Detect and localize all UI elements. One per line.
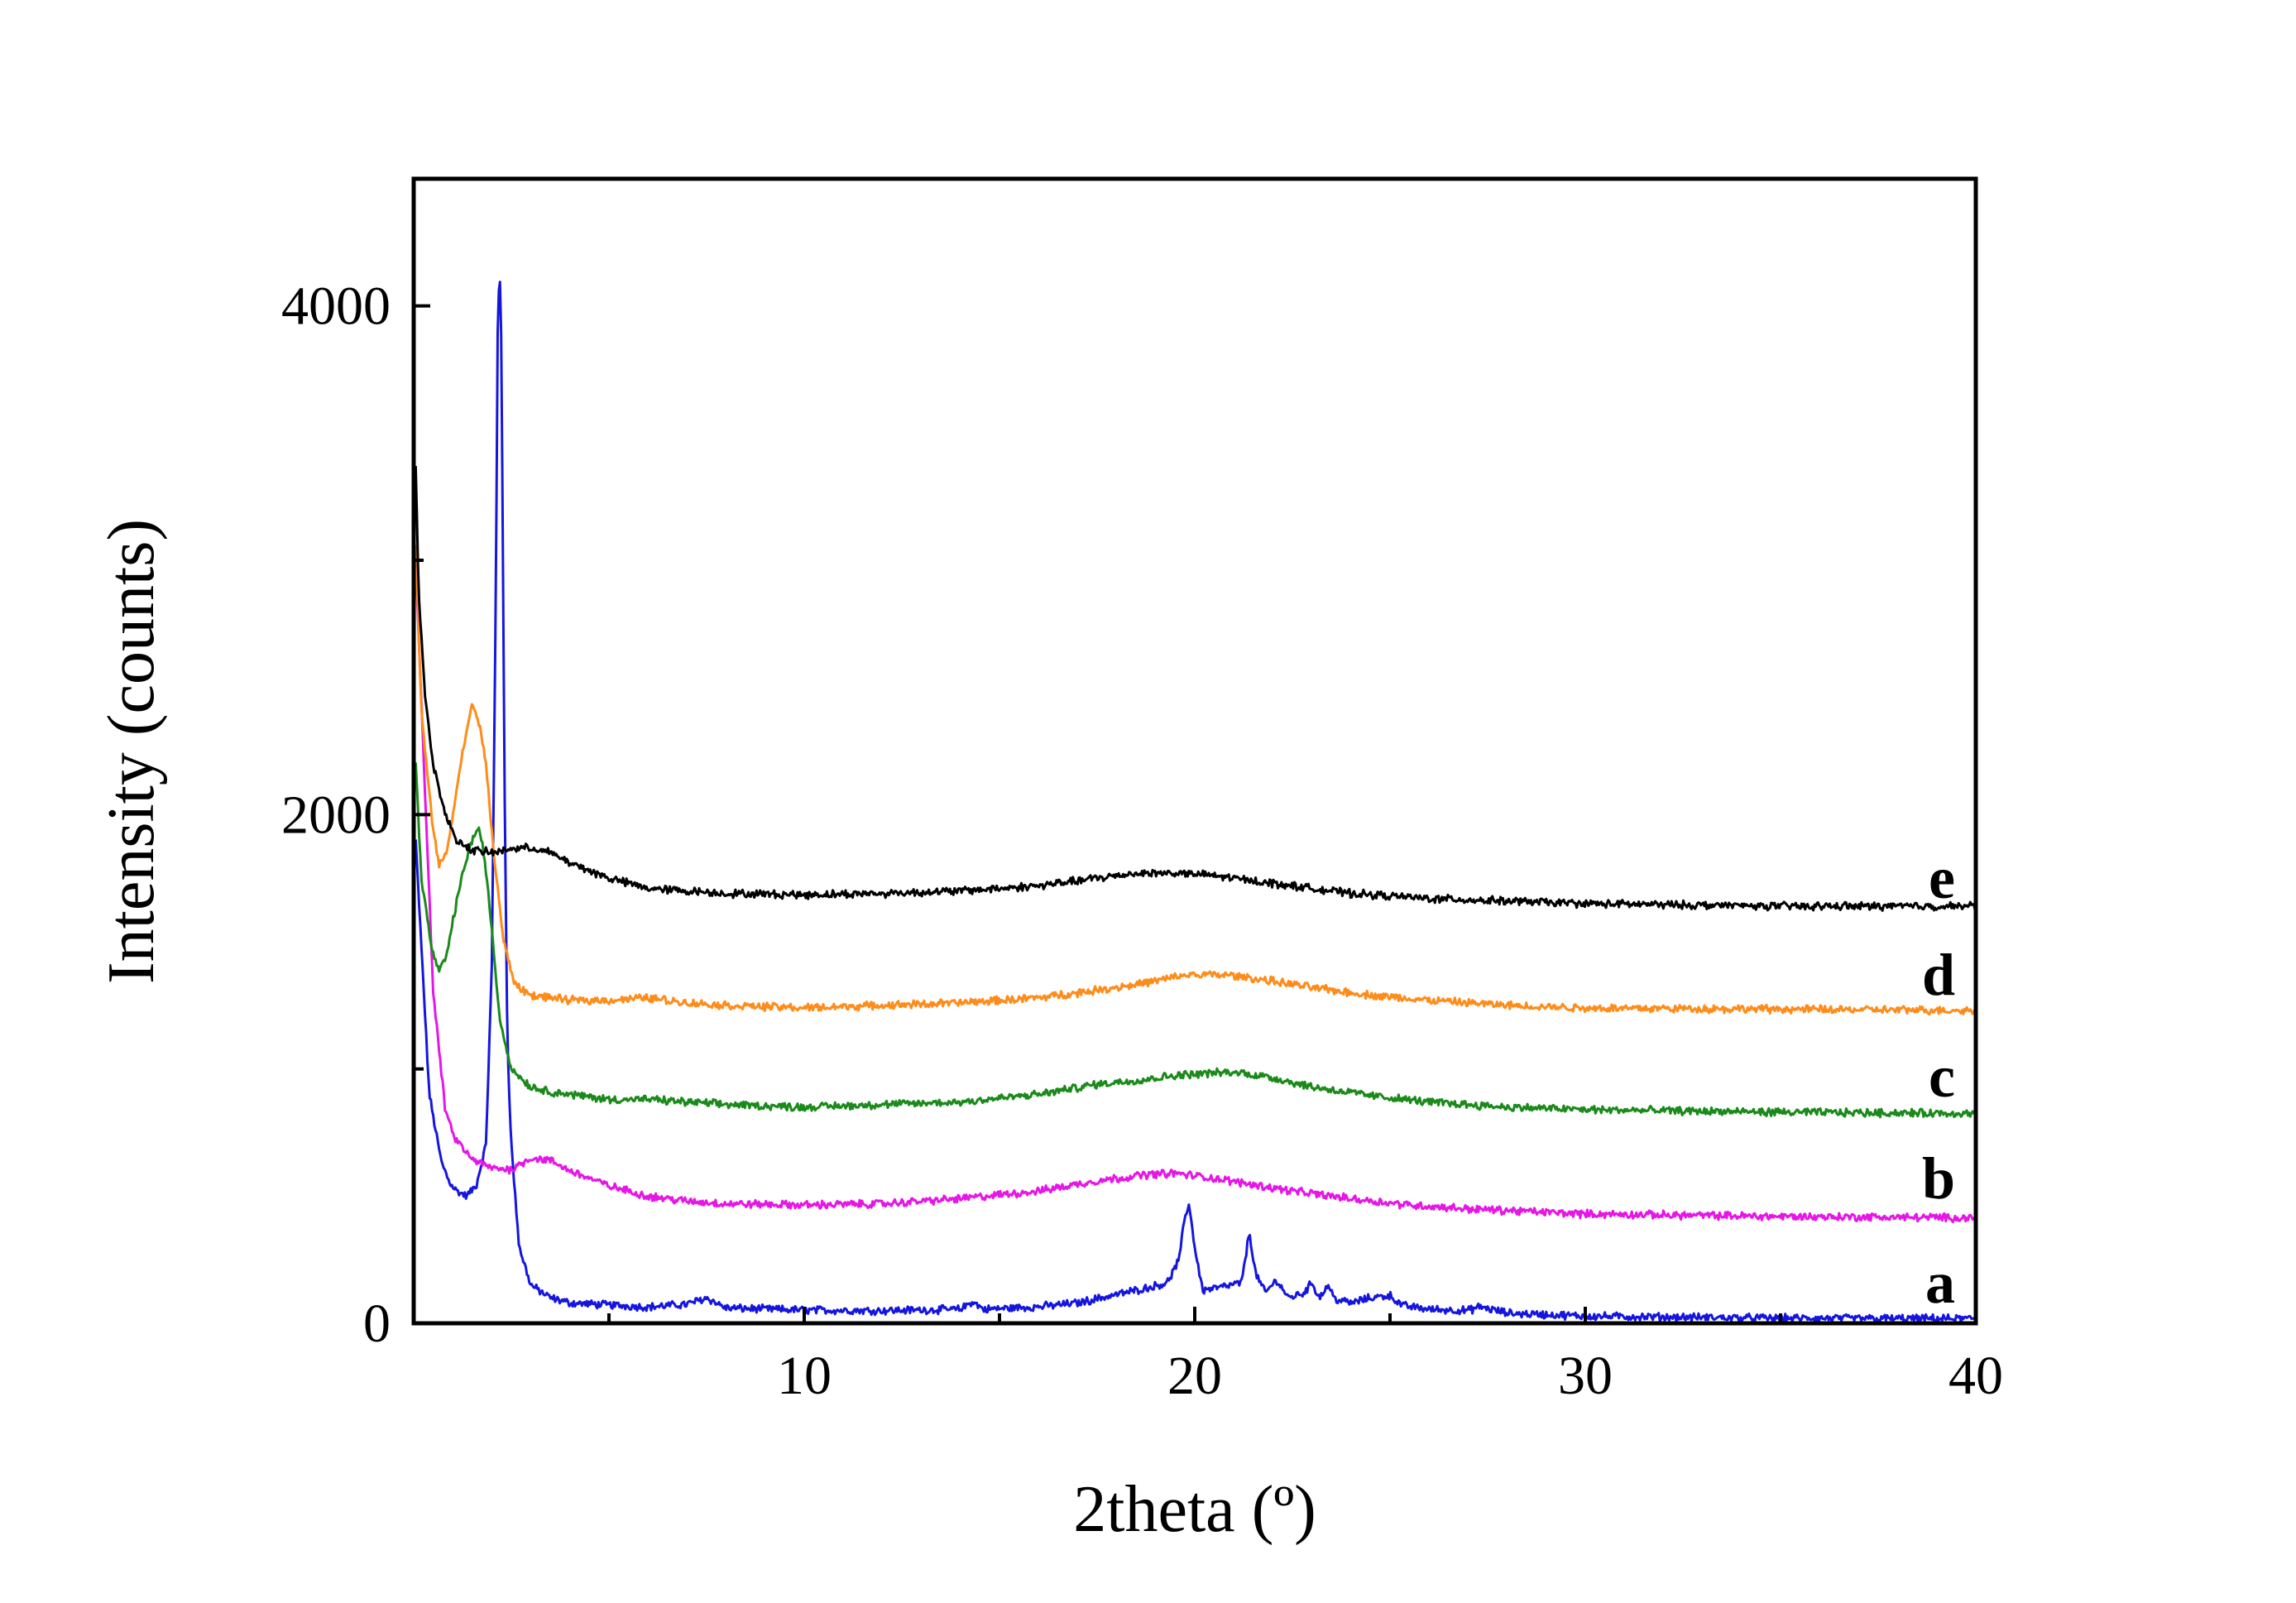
x-tick-label: 20 [1167, 1346, 1222, 1406]
series-b-line [414, 560, 1976, 1224]
series-d-line [414, 545, 1977, 1016]
plot-frame [411, 176, 1978, 1326]
series-label-b: b [1922, 1145, 1955, 1212]
series-label-d: d [1922, 942, 1955, 1008]
tick-label-layer: 10 20 30 40 0 2000 4000 [281, 276, 2003, 1406]
trace-layer [414, 281, 1977, 1324]
tick-layer [414, 304, 1977, 1325]
series-label-a: a [1925, 1250, 1955, 1316]
y-tick-label: 2000 [281, 785, 391, 845]
x-tick-label: 10 [777, 1346, 832, 1406]
series-e-line [414, 466, 1977, 912]
series-c-line [414, 762, 1976, 1119]
y-tick-label: 0 [363, 1293, 391, 1354]
series-a-line [414, 281, 1976, 1324]
series-label-e: e [1929, 845, 1955, 911]
x-axis-title: 2theta (º) [1073, 1473, 1316, 1546]
x-tick-label: 30 [1558, 1346, 1613, 1406]
series-label-c: c [1929, 1044, 1955, 1110]
y-tick-label: 4000 [281, 276, 391, 337]
y-axis-title: Intensity (counts) [95, 519, 168, 984]
x-tick-label: 40 [1948, 1346, 2003, 1406]
